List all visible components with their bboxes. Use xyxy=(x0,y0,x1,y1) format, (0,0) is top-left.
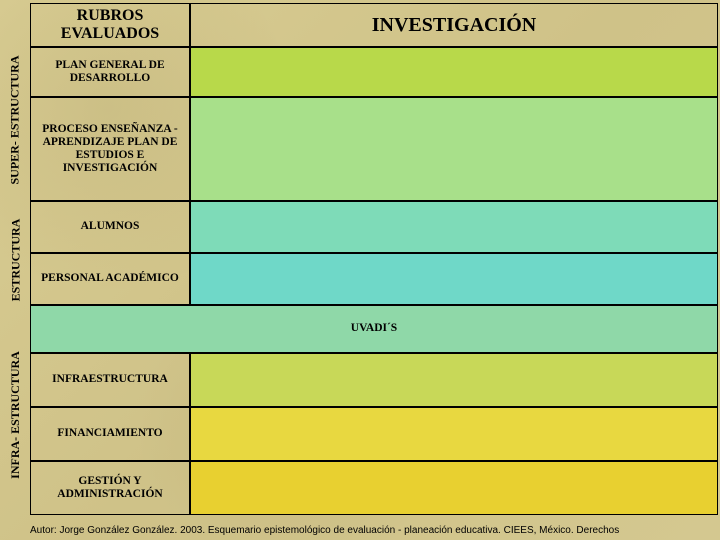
row-band-personal xyxy=(190,253,718,305)
side-label-infra: INFRA- ESTRUCTURA xyxy=(0,360,30,470)
footer-credit: Autor: Jorge González González. 2003. Es… xyxy=(30,525,720,536)
row-band-financiamiento xyxy=(190,407,718,461)
header-rubros: RUBROS EVALUADOS xyxy=(30,3,190,47)
row-band-proceso xyxy=(190,97,718,201)
row-label-gestion: GESTIÓN Y ADMINISTRACIÓN xyxy=(30,461,190,515)
row-band-infraestructura xyxy=(190,353,718,407)
side-label-estructura: ESTRUCTURA xyxy=(0,205,30,315)
row-band-alumnos xyxy=(190,201,718,253)
header-investigacion: INVESTIGACIÓN xyxy=(190,3,718,47)
row-label-alumnos: ALUMNOS xyxy=(30,201,190,253)
row-label-plan-general: PLAN GENERAL DE DESARROLLO xyxy=(30,47,190,97)
row-label-financiamiento: FINANCIAMIENTO xyxy=(30,407,190,461)
row-band-plan-general xyxy=(190,47,718,97)
side-label-super: SUPER- ESTRUCTURA xyxy=(0,40,30,200)
main-grid: RUBROS EVALUADOS INVESTIGACIÓN PLAN GENE… xyxy=(30,3,718,517)
row-label-proceso: PROCESO ENSEÑANZA - APRENDIZAJE PLAN DE … xyxy=(30,97,190,201)
row-label-personal: PERSONAL ACADÉMICO xyxy=(30,253,190,305)
row-label-infraestructura: INFRAESTRUCTURA xyxy=(30,353,190,407)
row-band-gestion xyxy=(190,461,718,515)
row-label-uvadis: UVADI´S xyxy=(30,305,718,353)
